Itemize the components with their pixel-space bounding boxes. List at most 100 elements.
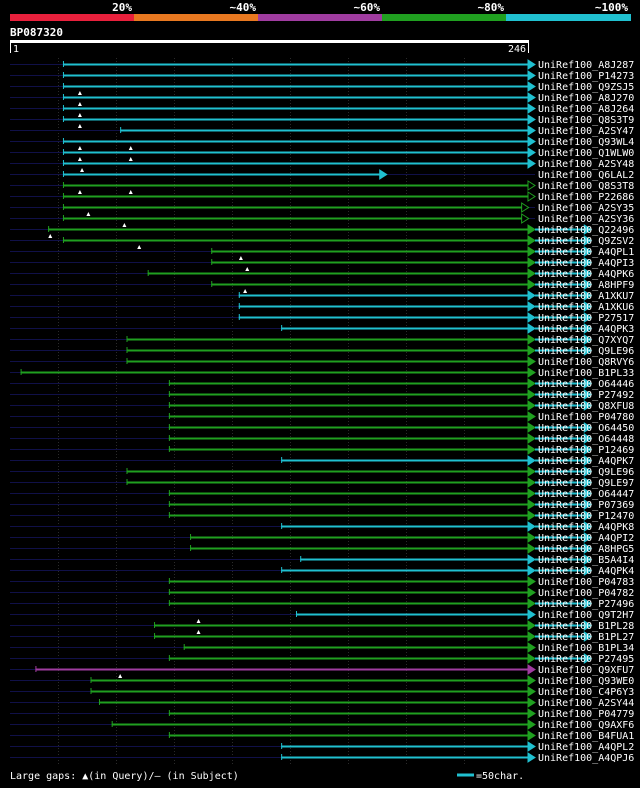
- hit-row[interactable]: UniRef100_A4QPK7: [281, 455, 634, 467]
- hit-label[interactable]: UniRef100_A4QPJ6: [538, 753, 634, 764]
- hit-row[interactable]: UniRef100_Q1WLW0: [62, 146, 634, 159]
- hit-row[interactable]: UniRef100_P12469: [168, 444, 634, 456]
- hit-row[interactable]: UniRef100_O64450: [168, 422, 634, 434]
- hit-row[interactable]: UniRef100_A1XKU6: [238, 301, 635, 313]
- hit-label[interactable]: UniRef100_Q22496: [538, 225, 634, 236]
- hit-row[interactable]: UniRef100_B1PL28: [154, 619, 634, 632]
- hit-row[interactable]: UniRef100_O64447: [168, 488, 634, 500]
- hit-row[interactable]: UniRef100_O64448: [168, 433, 634, 445]
- hit-label[interactable]: UniRef100_A4QPK6: [538, 269, 634, 280]
- hit-label[interactable]: UniRef100_C4P6Y3: [538, 687, 634, 698]
- hit-label[interactable]: UniRef100_A8J270: [538, 93, 634, 104]
- hit-row[interactable]: UniRef100_Q9AXF6: [111, 719, 635, 731]
- hit-label[interactable]: UniRef100_B1PL27: [538, 632, 634, 643]
- hit-row[interactable]: UniRef100_A4QPK3: [281, 323, 634, 335]
- hit-row[interactable]: UniRef100_A8J264: [62, 102, 634, 115]
- hit-row[interactable]: UniRef100_Q8XFU8: [168, 400, 634, 412]
- hit-label[interactable]: UniRef100_A4QPK4: [538, 566, 634, 577]
- hit-row[interactable]: UniRef100_A8HPG5: [190, 543, 634, 555]
- hit-row[interactable]: UniRef100_B1PL33: [20, 367, 635, 379]
- hit-label[interactable]: UniRef100_A1XKU7: [538, 291, 634, 302]
- hit-label[interactable]: UniRef100_P04783: [538, 577, 634, 588]
- hit-row[interactable]: UniRef100_Q93WL4: [62, 136, 634, 148]
- hit-row[interactable]: UniRef100_P04780: [168, 411, 634, 423]
- hit-label[interactable]: UniRef100_Q9LE96: [538, 467, 634, 478]
- hit-label[interactable]: UniRef100_Q8RVY6: [538, 357, 634, 368]
- hit-row[interactable]: UniRef100_Q22496: [48, 223, 634, 236]
- hit-row[interactable]: UniRef100_P27496: [168, 598, 634, 610]
- hit-row[interactable]: UniRef100_P27517: [238, 312, 635, 324]
- hit-row[interactable]: UniRef100_Q8RVY6: [126, 356, 635, 368]
- hit-row[interactable]: UniRef100_A2SY35: [62, 202, 634, 214]
- hit-label[interactable]: UniRef100_Q93WE0: [538, 676, 634, 687]
- hit-label[interactable]: UniRef100_O64450: [538, 423, 634, 434]
- hit-label[interactable]: UniRef100_Q9LE96: [538, 346, 634, 357]
- hit-row[interactable]: UniRef100_P04783: [168, 576, 634, 588]
- hit-row[interactable]: UniRef100_Q7XYQ7: [126, 334, 635, 346]
- hit-row[interactable]: UniRef100_Q93WE0: [90, 674, 634, 687]
- hit-row[interactable]: UniRef100_P04779: [168, 708, 634, 720]
- hit-label[interactable]: UniRef100_B1PL28: [538, 621, 634, 632]
- hit-row[interactable]: UniRef100_Q6LAL2: [62, 168, 634, 181]
- hit-label[interactable]: UniRef100_P04780: [538, 412, 634, 423]
- hit-row[interactable]: UniRef100_Q8S3T8: [62, 180, 634, 192]
- hit-label[interactable]: UniRef100_P04779: [538, 709, 634, 720]
- hit-label[interactable]: UniRef100_P07369: [538, 500, 634, 511]
- hit-label[interactable]: UniRef100_A8J287: [538, 60, 634, 71]
- hit-label[interactable]: UniRef100_Q6LAL2: [538, 170, 634, 181]
- hit-label[interactable]: UniRef100_Q93WL4: [538, 137, 634, 148]
- hit-label[interactable]: UniRef100_Q9T2H7: [538, 610, 634, 621]
- hit-row[interactable]: UniRef100_B1PL34: [183, 642, 635, 654]
- hit-row[interactable]: UniRef100_P04782: [168, 587, 634, 599]
- hit-label[interactable]: UniRef100_A4QPI3: [538, 258, 634, 269]
- hit-row[interactable]: UniRef100_Q9ZSV2: [48, 234, 634, 247]
- hit-row[interactable]: UniRef100_P12470: [168, 510, 634, 522]
- hit-label[interactable]: UniRef100_P22686: [538, 192, 634, 203]
- hit-row[interactable]: UniRef100_P07369: [168, 499, 634, 511]
- hit-row[interactable]: UniRef100_A4QPI2: [190, 532, 634, 544]
- hit-label[interactable]: UniRef100_P27495: [538, 654, 634, 665]
- hit-row[interactable]: UniRef100_O64446: [168, 378, 634, 390]
- hit-label[interactable]: UniRef100_A1XKU6: [538, 302, 634, 313]
- hit-label[interactable]: UniRef100_B1PL33: [538, 368, 634, 379]
- hit-label[interactable]: UniRef100_A2SY35: [538, 203, 634, 214]
- hit-row[interactable]: UniRef100_P22686: [62, 190, 634, 203]
- hit-label[interactable]: UniRef100_B4FUA1: [538, 731, 634, 742]
- hit-row[interactable]: UniRef100_A2SY48: [62, 157, 634, 170]
- hit-row[interactable]: UniRef100_P27495: [168, 653, 634, 665]
- hit-label[interactable]: UniRef100_O64448: [538, 434, 634, 445]
- hit-row[interactable]: UniRef100_A8J270: [62, 91, 634, 104]
- hit-label[interactable]: UniRef100_Q9AXF6: [538, 720, 634, 731]
- hit-row[interactable]: UniRef100_A4QPL1: [137, 245, 634, 258]
- hit-label[interactable]: UniRef100_A4QPL2: [538, 742, 634, 753]
- hit-label[interactable]: UniRef100_O64446: [538, 379, 634, 390]
- hit-label[interactable]: UniRef100_Q9LE97: [538, 478, 634, 489]
- hit-label[interactable]: UniRef100_P27496: [538, 599, 634, 610]
- hit-label[interactable]: UniRef100_A8HPG5: [538, 544, 634, 555]
- hit-row[interactable]: UniRef100_P27492: [168, 389, 634, 401]
- hit-row[interactable]: UniRef100_Q9T2H7: [295, 609, 634, 621]
- hit-label[interactable]: UniRef100_Q9ZSV2: [538, 236, 634, 247]
- hit-label[interactable]: UniRef100_A4QPL1: [538, 247, 634, 258]
- hit-row[interactable]: UniRef100_Q9LE97: [126, 477, 635, 489]
- hit-label[interactable]: UniRef100_A4QPK3: [538, 324, 634, 335]
- hit-label[interactable]: UniRef100_B1PL34: [538, 643, 634, 654]
- hit-label[interactable]: UniRef100_A2SY44: [538, 698, 634, 709]
- hit-row[interactable]: UniRef100_A2SY44: [98, 697, 634, 709]
- hit-label[interactable]: UniRef100_P14273: [538, 71, 634, 82]
- hit-row[interactable]: UniRef100_Q9LE96: [126, 345, 635, 357]
- hit-label[interactable]: UniRef100_Q1WLW0: [538, 148, 634, 159]
- hit-label[interactable]: UniRef100_Q8XFU8: [538, 401, 634, 412]
- hit-label[interactable]: UniRef100_A4QPK7: [538, 456, 634, 467]
- hit-row[interactable]: UniRef100_A8J287: [62, 59, 634, 71]
- hit-label[interactable]: UniRef100_B5A4I4: [538, 555, 634, 566]
- hit-row[interactable]: UniRef100_A8HPF9: [211, 279, 634, 291]
- hit-row[interactable]: UniRef100_A4QPK8: [281, 521, 634, 533]
- hit-row[interactable]: UniRef100_Q8S3T9: [62, 113, 634, 126]
- hit-label[interactable]: UniRef100_O64447: [538, 489, 634, 500]
- hit-row[interactable]: UniRef100_B4FUA1: [168, 730, 634, 742]
- hit-row[interactable]: UniRef100_B1PL27: [154, 630, 634, 643]
- hit-row[interactable]: UniRef100_Q9ZSJ5: [62, 81, 634, 93]
- hit-row[interactable]: UniRef100_A1XKU7: [238, 289, 635, 302]
- hit-label[interactable]: UniRef100_Q9XFU7: [538, 665, 634, 676]
